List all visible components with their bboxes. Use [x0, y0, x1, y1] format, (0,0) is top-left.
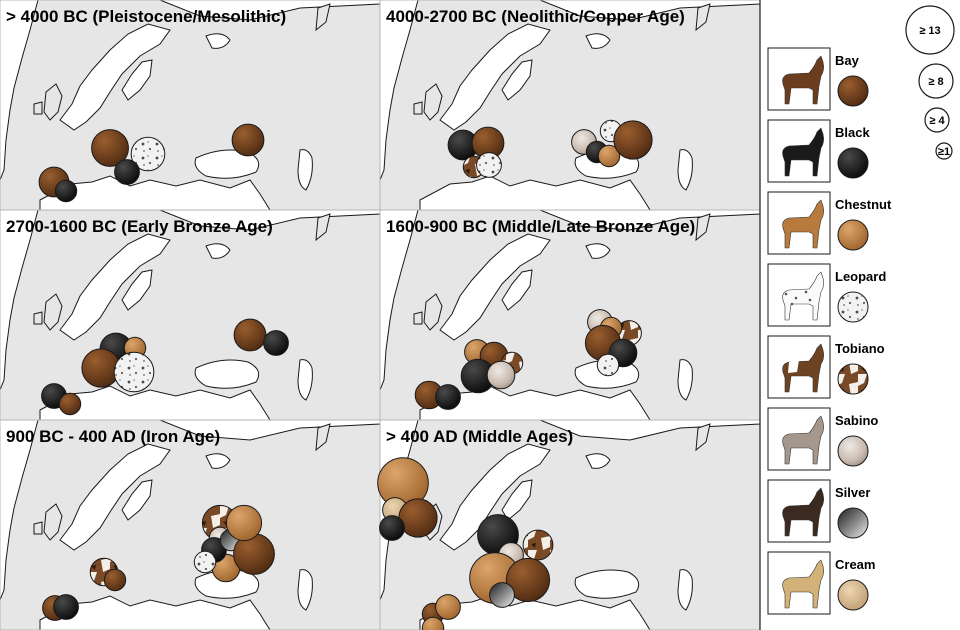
- sample-marker-black: [263, 330, 289, 356]
- sample-marker-chestnut: [435, 594, 461, 620]
- size-key-circle: [935, 142, 953, 160]
- sample-marker-bay: [233, 318, 267, 352]
- size-key-item: ≥1: [935, 142, 953, 160]
- size-key-label: ≥ 4: [929, 115, 945, 127]
- panel-title: > 400 AD (Middle Ages): [386, 427, 573, 446]
- sample-marker-leopard: [476, 152, 502, 178]
- map-panel-4: 1600-900 BC (Middle/Late Bronze Age): [379, 209, 761, 421]
- sample-marker-leopard: [130, 136, 166, 172]
- legend-item-chestnut: Chestnut: [767, 191, 892, 255]
- legend-label: Leopard: [835, 269, 886, 284]
- sample-marker-leopard: [193, 550, 217, 574]
- leopard-spot-icon: [794, 296, 798, 300]
- panel-title: 4000-2700 BC (Neolithic/Copper Age): [386, 7, 685, 26]
- legend-item-leopard: Leopard: [767, 263, 886, 327]
- sample-marker-bay: [613, 120, 653, 160]
- coat-color-legend: Bay Black Chestnut Leopard Tobiano Sabino Silv…: [767, 47, 892, 615]
- sample-marker-bay: [91, 129, 129, 167]
- sample-marker-bay: [505, 557, 551, 603]
- sample-marker-bay: [103, 568, 127, 592]
- legend-item-cream: Cream: [767, 551, 875, 615]
- legend-label: Silver: [835, 485, 870, 500]
- leopard-spot-icon: [784, 292, 788, 296]
- sample-marker-black: [53, 594, 79, 620]
- size-key-circle: [918, 63, 954, 99]
- legend-label: Cream: [835, 557, 875, 572]
- size-key-label: ≥1: [938, 146, 950, 158]
- legend-swatch-leopard: [837, 291, 869, 323]
- panel-title: 1600-900 BC (Middle/Late Bronze Age): [386, 217, 695, 236]
- sample-size-key: ≥ 13 ≥ 8 ≥ 4 ≥1: [905, 5, 955, 160]
- legend-item-black: Black: [767, 119, 870, 183]
- sample-marker-bay: [398, 498, 438, 538]
- sample-marker-chestnut: [225, 504, 263, 542]
- size-key-label: ≥ 13: [919, 25, 940, 37]
- panel-title: 2700-1600 BC (Early Bronze Age): [6, 217, 273, 236]
- sample-marker-tobiano: [522, 529, 554, 561]
- map-panel-3: 2700-1600 BC (Early Bronze Age): [0, 209, 381, 421]
- legend-label: Bay: [835, 53, 860, 68]
- panel-title: > 4000 BC (Pleistocene/Mesolithic): [6, 7, 286, 26]
- legend-label: Black: [835, 125, 870, 140]
- map-panels: > 4000 BC (Pleistocene/Mesolithic) 4000-2…: [0, 0, 761, 630]
- legend-swatch-chestnut: [837, 219, 869, 251]
- legend-label: Chestnut: [835, 197, 892, 212]
- legend-swatch-black: [837, 147, 869, 179]
- europe-basemap: [379, 419, 761, 630]
- sample-marker-chestnut: [421, 616, 445, 630]
- map-panel-6: > 400 AD (Middle Ages): [377, 419, 761, 630]
- sample-marker-leopard: [596, 353, 620, 377]
- sample-marker-black: [379, 515, 405, 541]
- size-key-item: ≥ 13: [905, 5, 955, 55]
- map-panel-2: 4000-2700 BC (Neolithic/Copper Age): [379, 0, 761, 211]
- size-key-item: ≥ 8: [918, 63, 954, 99]
- panel-title: 900 BC - 400 AD (Iron Age): [6, 427, 220, 446]
- legend-swatch-bay: [837, 75, 869, 107]
- map-panel-5: 900 BC - 400 AD (Iron Age): [0, 419, 381, 630]
- europe-basemap: [379, 0, 761, 211]
- leopard-spot-icon: [804, 290, 808, 294]
- legend-swatch-cream: [837, 579, 869, 611]
- legend-swatch-silver: [837, 507, 869, 539]
- legend-label: Sabino: [835, 413, 878, 428]
- legend-item-bay: Bay: [767, 47, 869, 111]
- sample-marker-black: [54, 179, 78, 203]
- size-key-circle: [905, 5, 955, 55]
- sample-marker-sabino: [486, 360, 516, 390]
- sample-marker-black: [435, 384, 461, 410]
- legend-swatch-tobiano: [837, 363, 869, 395]
- tobiano-patch-icon: [788, 360, 799, 373]
- sample-marker-silver: [489, 582, 515, 608]
- sample-marker-bay: [231, 123, 265, 157]
- size-key-item: ≥ 4: [924, 107, 950, 133]
- sample-marker-bay: [58, 392, 82, 416]
- sample-marker-leopard: [113, 351, 155, 393]
- size-key-label: ≥ 8: [928, 76, 943, 88]
- legend-item-silver: Silver: [767, 479, 870, 543]
- map-panel-1: > 4000 BC (Pleistocene/Mesolithic): [0, 0, 381, 211]
- legend-swatch-sabino: [837, 435, 869, 467]
- sample-marker-black: [114, 159, 140, 185]
- legend-item-sabino: Sabino: [767, 407, 878, 471]
- sample-marker-chestnut: [597, 144, 621, 168]
- leopard-spot-icon: [790, 302, 794, 306]
- legend-item-tobiano: Tobiano: [767, 335, 885, 399]
- size-key-circle: [924, 107, 950, 133]
- legend-label: Tobiano: [835, 341, 885, 356]
- leopard-spot-icon: [808, 298, 812, 302]
